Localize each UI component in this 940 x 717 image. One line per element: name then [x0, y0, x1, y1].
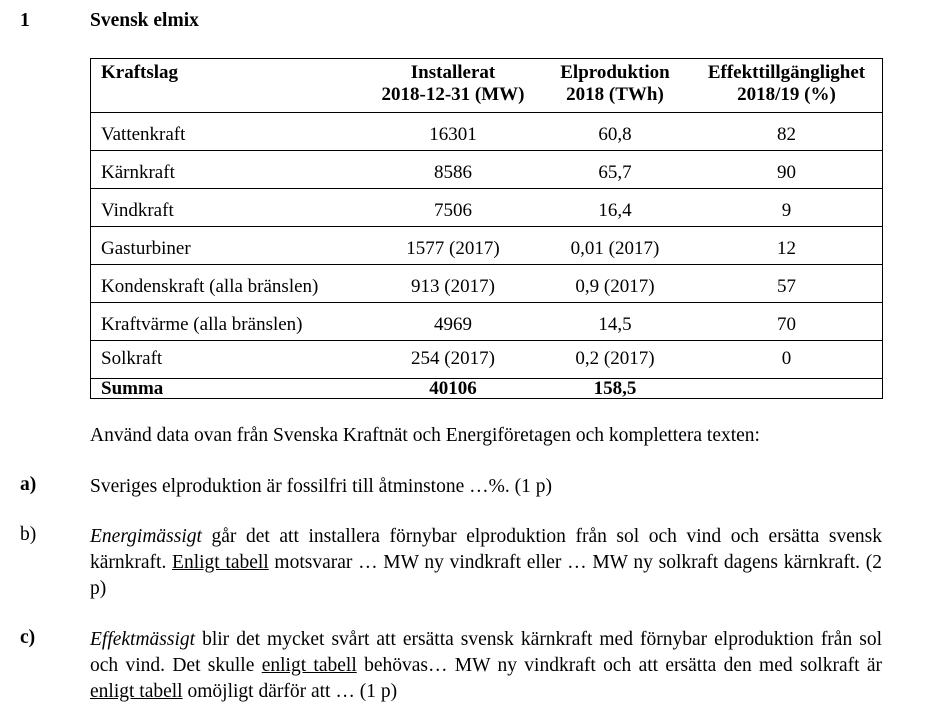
cell-kraftslag: Vattenkraft — [90, 112, 367, 151]
question-b-underline: Enligt tabell — [172, 552, 269, 573]
question-b-part2: motsvarar … MW ny vindkraft eller … MW n… — [90, 552, 882, 599]
cell-elproduktion: 65,7 — [539, 150, 691, 189]
header-effekttillganglighet: Effekttillgänglighet 2018/19 (%) — [691, 58, 883, 113]
cell-effekt: 57 — [691, 264, 883, 303]
section-number: 1 — [20, 10, 30, 31]
header-installerat: Installerat 2018-12-31 (MW) — [367, 58, 539, 113]
table-row: Kondenskraft (alla bränslen) 913 (2017) … — [90, 264, 883, 303]
question-c-label: c) — [20, 627, 36, 648]
cell-kraftslag: Solkraft — [90, 340, 367, 379]
question-c-part1: blir det mycket svårt att ersätta svensk… — [90, 629, 882, 676]
cell-effekt: 70 — [691, 302, 883, 341]
cell-elproduktion: 0,2 (2017) — [539, 340, 691, 379]
table-sum-row: Summa 40106 158,5 — [90, 378, 883, 399]
cell-kraftslag: Kondenskraft (alla bränslen) — [90, 264, 367, 303]
sum-label: Summa — [90, 378, 367, 399]
cell-elproduktion: 14,5 — [539, 302, 691, 341]
cell-kraftslag: Gasturbiner — [90, 226, 367, 265]
question-b-label: b) — [20, 524, 37, 545]
table-row: Gasturbiner 1577 (2017) 0,01 (2017) 12 — [90, 226, 883, 265]
header-kraftslag: Kraftslag — [90, 58, 367, 113]
question-c-text: Effektmässigt blir det mycket svårt att … — [90, 627, 882, 705]
question-c-part2: behövas… MW ny vindkraft och att ersätta… — [356, 655, 882, 676]
question-c-underline-2: enligt tabell — [90, 681, 183, 702]
cell-installerat: 16301 — [367, 112, 539, 151]
header-elproduktion: Elproduktion 2018 (TWh) — [539, 58, 691, 113]
cell-installerat: 7506 — [367, 188, 539, 227]
sum-elproduktion: 158,5 — [539, 378, 691, 399]
question-a-text: Sveriges elproduktion är fossilfri till … — [90, 476, 552, 497]
cell-installerat: 8586 — [367, 150, 539, 189]
question-b-text: Energimässigt går det att installera för… — [90, 524, 882, 602]
cell-kraftslag: Kärnkraft — [90, 150, 367, 189]
cell-elproduktion: 60,8 — [539, 112, 691, 151]
question-a-label: a) — [20, 474, 37, 495]
cell-installerat: 4969 — [367, 302, 539, 341]
cell-effekt: 90 — [691, 150, 883, 189]
sum-effekt — [691, 378, 883, 399]
intro-text: Använd data ovan från Svenska Kraftnät o… — [90, 425, 760, 446]
cell-kraftslag: Vindkraft — [90, 188, 367, 227]
cell-effekt: 0 — [691, 340, 883, 379]
table-row: Kärnkraft 8586 65,7 90 — [90, 150, 883, 189]
table-row: Kraftvärme (alla bränslen) 4969 14,5 70 — [90, 302, 883, 341]
elmix-table: Kraftslag Installerat 2018-12-31 (MW) Elp… — [90, 58, 883, 399]
cell-elproduktion: 0,01 (2017) — [539, 226, 691, 265]
cell-effekt: 82 — [691, 112, 883, 151]
table-row: Solkraft 254 (2017) 0,2 (2017) 0 — [90, 340, 883, 379]
question-c-underline-1: enligt tabell — [261, 655, 357, 676]
cell-installerat: 913 (2017) — [367, 264, 539, 303]
sum-installerat: 40106 — [367, 378, 539, 399]
cell-kraftslag: Kraftvärme (alla bränslen) — [90, 302, 367, 341]
table-row: Vattenkraft 16301 60,8 82 — [90, 112, 883, 151]
cell-effekt: 9 — [691, 188, 883, 227]
question-c-part3: omöjligt därför att … (1 p) — [182, 681, 398, 702]
question-c-emphasis: Effektmässigt — [90, 629, 196, 650]
question-b-emphasis: Energimässigt — [90, 526, 202, 547]
cell-elproduktion: 0,9 (2017) — [539, 264, 691, 303]
table-header-row: Kraftslag Installerat 2018-12-31 (MW) Elp… — [90, 58, 883, 113]
cell-installerat: 1577 (2017) — [367, 226, 539, 265]
question-b-part1: går det att installera förnybar elproduk… — [90, 526, 882, 573]
table-row: Vindkraft 7506 16,4 9 — [90, 188, 883, 227]
cell-elproduktion: 16,4 — [539, 188, 691, 227]
cell-effekt: 12 — [691, 226, 883, 265]
cell-installerat: 254 (2017) — [367, 340, 539, 379]
section-title: Svensk elmix — [90, 10, 199, 31]
